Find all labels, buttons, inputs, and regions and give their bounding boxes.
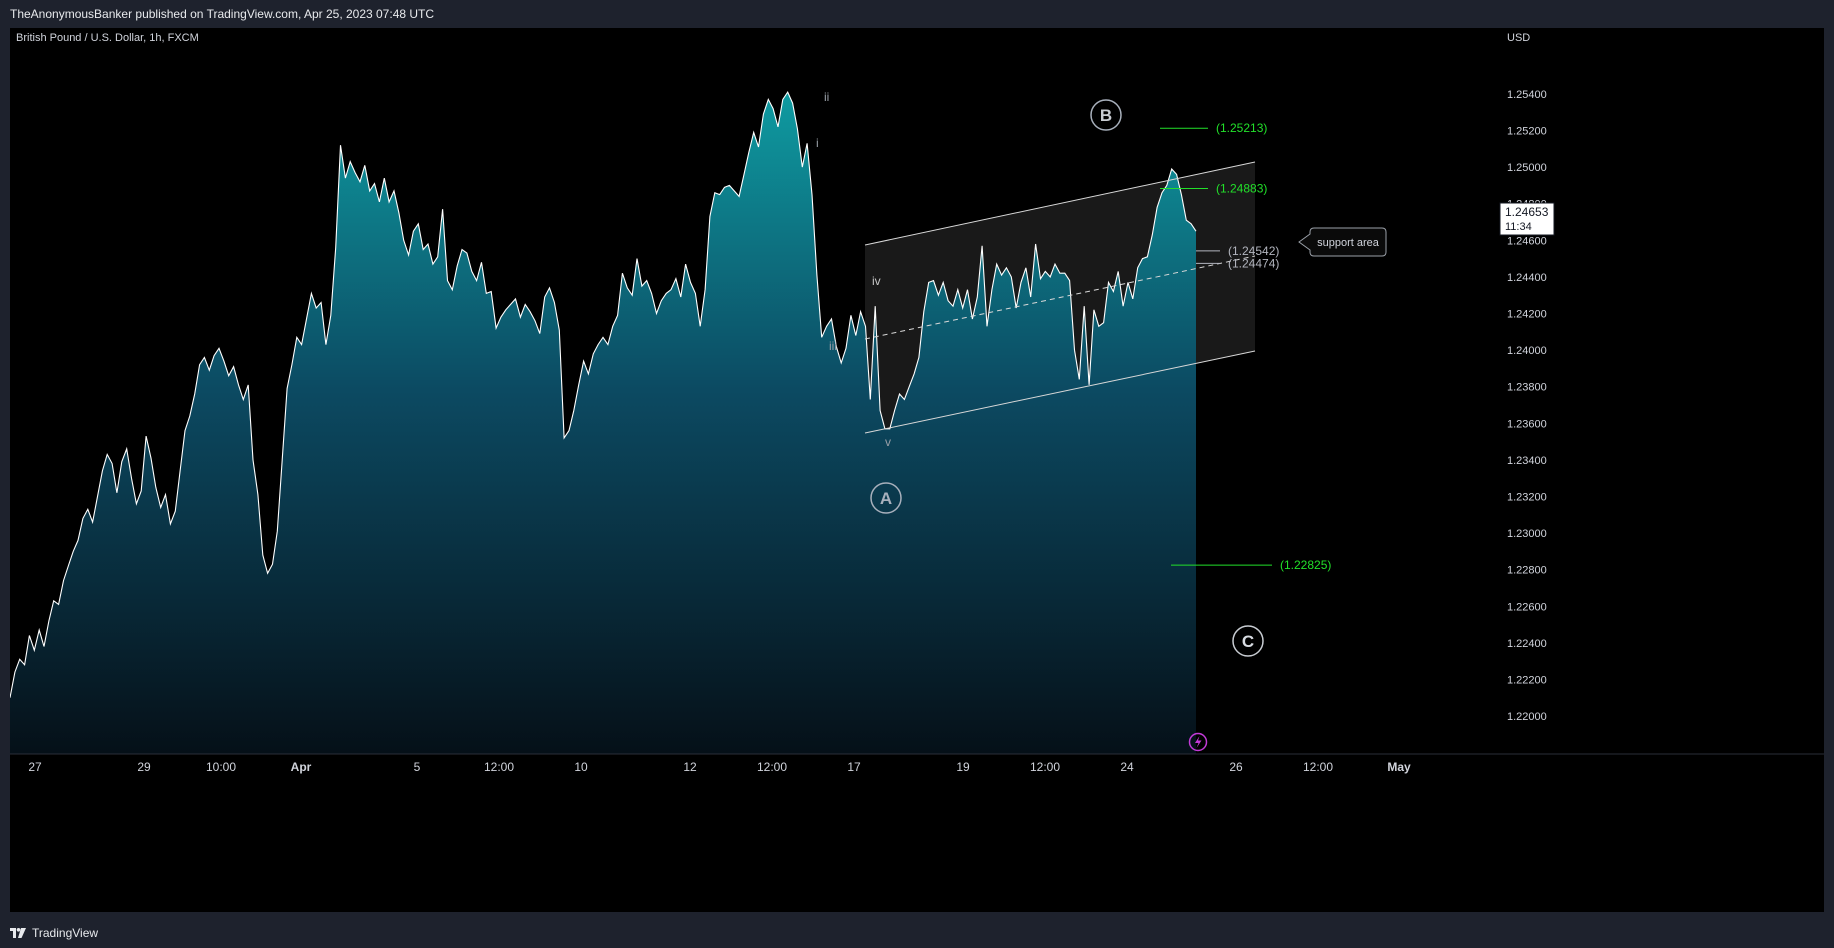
x-tick-label: 5 bbox=[414, 760, 421, 774]
channel-lower-line[interactable] bbox=[864, 350, 1256, 434]
level-label-0: (1.25213) bbox=[1216, 121, 1267, 135]
wave-circle-a[interactable]: A bbox=[870, 482, 902, 514]
x-tick-label: 19 bbox=[956, 760, 970, 774]
channel-upper-line[interactable] bbox=[864, 161, 1256, 246]
price-line[interactable] bbox=[9, 90, 1197, 698]
current-price-box: 1.24653 11:34 bbox=[1499, 202, 1555, 236]
y-tick-label: 1.24400 bbox=[1507, 272, 1547, 284]
wave-label-iv: iv bbox=[872, 274, 881, 288]
x-tick-label: 29 bbox=[137, 760, 151, 774]
y-tick-label: 1.23000 bbox=[1507, 528, 1547, 540]
wave-label-ii: ii bbox=[824, 90, 829, 104]
footer-bar: TradingView bbox=[0, 918, 1834, 948]
current-price-value: 1.24653 bbox=[1505, 205, 1549, 219]
x-tick-label: 12:00 bbox=[1030, 760, 1060, 774]
x-tick-label: 12:00 bbox=[757, 760, 787, 774]
y-tick-label: 1.22800 bbox=[1507, 565, 1547, 577]
x-tick-label: 24 bbox=[1120, 760, 1134, 774]
support-area-text: support area bbox=[1317, 237, 1380, 249]
y-tick-label: 1.23800 bbox=[1507, 382, 1547, 394]
tradingview-brand[interactable]: TradingView bbox=[10, 926, 98, 940]
y-tick-label: 1.24000 bbox=[1507, 345, 1547, 357]
y-tick-label: 1.25200 bbox=[1507, 126, 1547, 138]
price-levels: (1.25213) (1.24883) (1.24542)(1.24474) (1.2… bbox=[1160, 121, 1331, 572]
wave-label-iii: iii bbox=[829, 339, 837, 353]
symbol-title: British Pound / U.S. Dollar, 1h, FXCM bbox=[16, 32, 199, 44]
tradingview-logo-icon bbox=[10, 928, 26, 938]
x-tick-label: 17 bbox=[847, 760, 861, 774]
price-area-fill bbox=[10, 92, 1196, 755]
y-tick-label: 1.23200 bbox=[1507, 492, 1547, 504]
x-tick-label: 10:00 bbox=[206, 760, 236, 774]
y-tick-label: 1.23600 bbox=[1507, 418, 1547, 430]
wave-circle-c[interactable]: C bbox=[1232, 625, 1264, 657]
y-tick-label: 1.22000 bbox=[1507, 711, 1547, 723]
brand-name: TradingView bbox=[32, 926, 99, 940]
y-tick-label: 1.25400 bbox=[1507, 89, 1547, 101]
level-label-4: (1.22825) bbox=[1280, 558, 1331, 572]
y-tick-label: 1.24200 bbox=[1507, 309, 1547, 321]
y-tick-label: 1.22200 bbox=[1507, 674, 1547, 686]
x-tick-label: May bbox=[1387, 760, 1411, 774]
y-tick-label: 1.24600 bbox=[1507, 235, 1547, 247]
countdown-timer: 11:34 bbox=[1505, 221, 1532, 233]
time-axis[interactable]: 27 29 10:00 Apr 5 12:00 10 12 12:00 17 19 12:00 24 26… bbox=[28, 760, 1411, 774]
wave-circle-b-label: B bbox=[1100, 106, 1112, 125]
level-label-2: (1.24542) bbox=[1228, 244, 1279, 258]
support-area-callout[interactable]: support area bbox=[1298, 227, 1387, 257]
x-tick-label: 12 bbox=[683, 760, 697, 774]
wave-circle-b[interactable]: B bbox=[1090, 99, 1122, 131]
lightning-icon[interactable] bbox=[1188, 732, 1208, 752]
price-area bbox=[9, 90, 1197, 755]
x-tick-label: 26 bbox=[1229, 760, 1243, 774]
x-tick-label: Apr bbox=[291, 760, 312, 774]
publisher-line: TheAnonymousBanker published on TradingV… bbox=[10, 7, 435, 21]
x-tick-label: 27 bbox=[28, 760, 42, 774]
y-tick-label: 1.25000 bbox=[1507, 162, 1547, 174]
level-label-3: (1.24474) bbox=[1228, 256, 1279, 270]
x-tick-label: 12:00 bbox=[1303, 760, 1333, 774]
level-label-1: (1.24883) bbox=[1216, 182, 1267, 196]
y-tick-label: 1.22600 bbox=[1507, 601, 1547, 613]
wave-circle-a-label: A bbox=[880, 489, 892, 508]
publisher-header: TheAnonymousBanker published on TradingV… bbox=[0, 0, 1834, 28]
currency-label: USD bbox=[1507, 32, 1530, 44]
price-chart[interactable]: British Pound / U.S. Dollar, 1h, FXCM US… bbox=[9, 28, 1824, 912]
chart-frame[interactable]: British Pound / U.S. Dollar, 1h, FXCM US… bbox=[9, 28, 1824, 912]
wave-label-v: v bbox=[885, 435, 891, 449]
channel-mid-line[interactable] bbox=[864, 255, 1256, 340]
x-tick-label: 10 bbox=[574, 760, 588, 774]
wave-label-i: i bbox=[816, 136, 819, 150]
wave-circle-c-label: C bbox=[1242, 632, 1254, 651]
y-tick-label: 1.22400 bbox=[1507, 638, 1547, 650]
y-tick-label: 1.23400 bbox=[1507, 455, 1547, 467]
x-tick-label: 12:00 bbox=[484, 760, 514, 774]
